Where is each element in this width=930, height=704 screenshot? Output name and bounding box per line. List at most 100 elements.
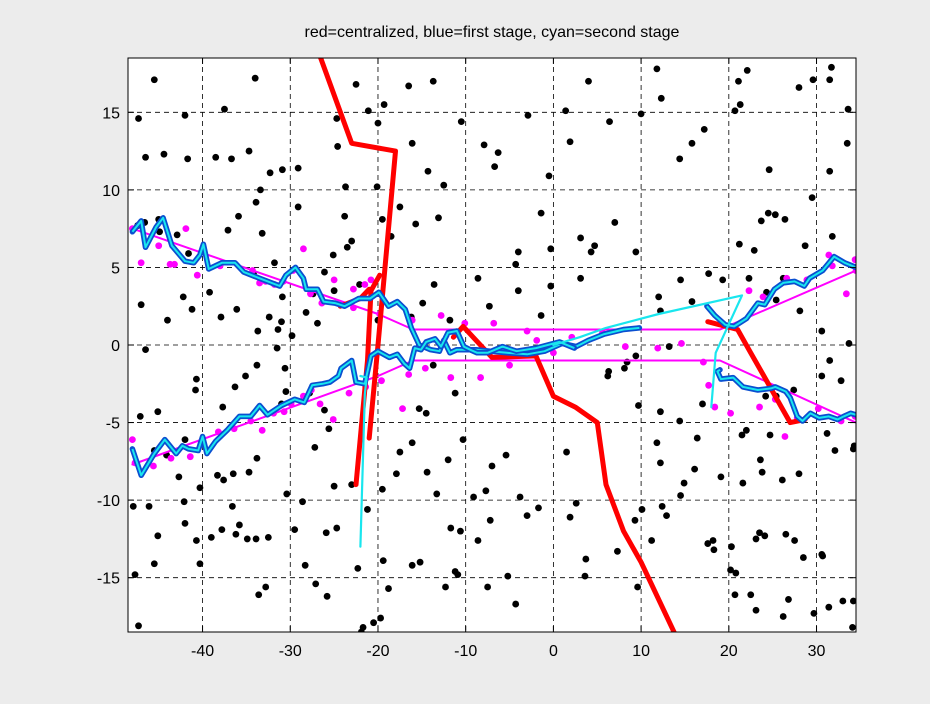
- black-data-point: [321, 268, 328, 276]
- black-data-point: [704, 540, 712, 547]
- magenta-data-point: [711, 403, 719, 411]
- black-data-point: [762, 392, 770, 400]
- black-data-point: [849, 623, 856, 631]
- black-data-point: [677, 492, 684, 499]
- black-data-point: [329, 251, 337, 259]
- black-data-point: [781, 215, 789, 223]
- black-data-point: [727, 566, 734, 574]
- black-data-point: [818, 327, 826, 335]
- black-data-point: [750, 246, 758, 254]
- black-data-point: [173, 231, 181, 239]
- black-data-point: [658, 502, 666, 510]
- black-data-point: [334, 143, 342, 150]
- black-data-point: [235, 521, 243, 529]
- black-data-point: [224, 226, 232, 234]
- black-data-point: [818, 372, 826, 380]
- magenta-data-point: [437, 312, 445, 319]
- black-data-point: [243, 535, 251, 543]
- black-data-point: [278, 166, 286, 174]
- black-data-point: [796, 307, 804, 315]
- black-data-point: [218, 526, 226, 534]
- black-data-point: [632, 248, 640, 256]
- black-data-point: [638, 506, 646, 513]
- black-data-point: [416, 558, 424, 566]
- black-data-point: [524, 112, 532, 119]
- black-data-point: [135, 622, 142, 630]
- black-data-point: [808, 194, 816, 202]
- black-data-point: [637, 110, 645, 118]
- black-data-point: [321, 406, 328, 414]
- magenta-data-point: [329, 416, 337, 423]
- black-data-point: [488, 462, 496, 470]
- magenta-data-point: [745, 287, 753, 295]
- black-data-point: [235, 212, 242, 220]
- black-data-point: [486, 516, 494, 524]
- red-path-line: [318, 58, 398, 441]
- black-data-point: [756, 529, 763, 537]
- black-data-point: [266, 169, 274, 177]
- black-data-point: [164, 316, 171, 324]
- black-data-point: [732, 569, 740, 577]
- black-data-point: [379, 557, 387, 565]
- black-data-point: [281, 364, 289, 372]
- black-data-point: [341, 212, 349, 220]
- black-data-point: [839, 597, 847, 605]
- black-data-point: [233, 305, 241, 313]
- magenta-data-point: [851, 256, 856, 264]
- magenta-data-point: [155, 242, 163, 250]
- magenta-data-point: [447, 374, 455, 381]
- black-data-point: [442, 583, 449, 591]
- black-data-point: [738, 431, 746, 439]
- black-data-point: [826, 76, 834, 84]
- magenta-data-point: [421, 364, 429, 372]
- black-data-point: [282, 388, 290, 395]
- black-data-point: [581, 572, 589, 580]
- black-data-point: [181, 112, 189, 119]
- black-data-point: [262, 583, 270, 591]
- black-data-point: [582, 555, 590, 563]
- black-data-point: [135, 115, 142, 122]
- black-data-point: [451, 389, 459, 397]
- black-data-point: [160, 150, 168, 158]
- magenta-data-point: [842, 290, 850, 298]
- black-data-point: [274, 326, 282, 333]
- black-data-point: [837, 377, 845, 385]
- x-tick-label: -10: [454, 643, 477, 660]
- black-data-point: [719, 276, 727, 284]
- y-tick-label: 10: [102, 183, 120, 200]
- black-data-point: [192, 386, 199, 394]
- black-data-point: [302, 309, 310, 316]
- black-data-point: [849, 597, 856, 605]
- black-data-point: [314, 319, 321, 327]
- black-data-point: [179, 293, 187, 301]
- black-data-point: [352, 80, 360, 88]
- black-data-point: [415, 405, 423, 413]
- black-data-point: [688, 139, 696, 147]
- black-data-point: [772, 296, 780, 304]
- black-data-point: [311, 443, 319, 451]
- black-data-point: [657, 459, 664, 467]
- black-data-point: [587, 248, 595, 256]
- black-data-point: [677, 276, 684, 284]
- black-data-point: [419, 299, 427, 307]
- black-data-point: [193, 537, 200, 544]
- black-data-point: [181, 520, 189, 527]
- magenta-data-point: [330, 276, 338, 284]
- black-data-point: [154, 532, 162, 540]
- black-data-point: [752, 606, 760, 614]
- black-data-point: [264, 533, 272, 541]
- grid-lines: [128, 58, 856, 632]
- black-data-point: [731, 107, 739, 115]
- magenta-data-point: [300, 245, 307, 253]
- black-data-point: [845, 340, 853, 347]
- black-data-point: [585, 77, 592, 85]
- black-data-point: [228, 155, 235, 163]
- black-data-point: [648, 537, 656, 544]
- black-data-point: [537, 312, 545, 319]
- black-data-point: [470, 493, 477, 501]
- black-data-point: [252, 198, 260, 206]
- x-tick-label: 0: [549, 643, 558, 660]
- black-data-point: [731, 591, 739, 599]
- black-data-point: [778, 476, 786, 484]
